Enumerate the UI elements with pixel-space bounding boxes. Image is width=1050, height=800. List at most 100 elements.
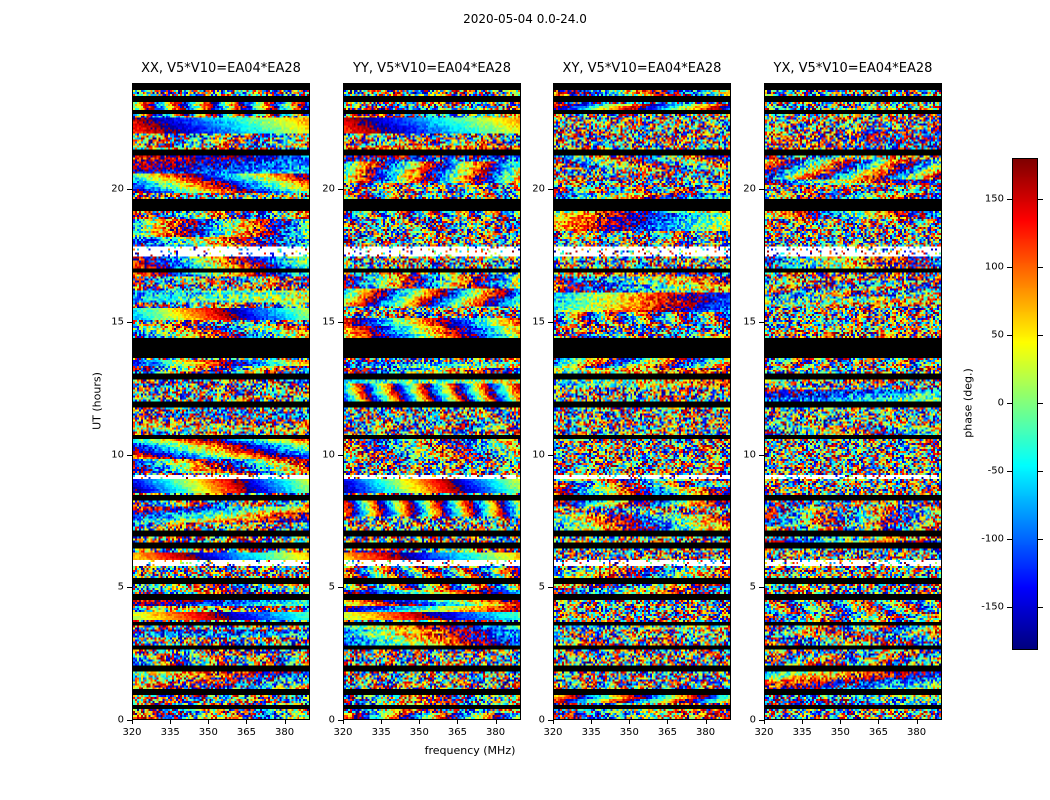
x-axis-label: frequency (MHz) [424,744,516,757]
x-tick-mark [419,720,421,724]
x-tick-label: 350 [619,727,639,738]
x-tick-label: 365 [447,727,467,738]
panel-frame-XY [553,83,731,720]
x-tick-label: 350 [198,727,218,738]
x-tick-label: 320 [333,727,353,738]
x-tick-mark [132,720,133,724]
panel-title-YY: YY, V5*V10=EA04*EA28 [353,61,511,76]
colorbar-tick-mark [1038,607,1043,609]
y-tick-label: 5 [749,581,756,593]
y-tick-label: 5 [328,581,335,593]
colorbar-tick-label: -50 [987,465,1004,477]
colorbar-tick-mark [1007,471,1012,473]
y-tick-mark [338,321,343,323]
colorbar-tick-label: -150 [981,601,1004,613]
x-tick-mark [764,720,765,724]
colorbar-tick-mark [1007,266,1012,268]
y-tick-label: 5 [538,581,545,593]
y-tick-mark [338,587,343,589]
x-tick-mark [591,720,593,724]
panel-frame-XX [132,83,310,720]
colorbar-tick-label: 100 [984,261,1004,273]
panel-title-YX: YX, V5*V10=EA04*EA28 [773,61,933,76]
x-tick-label: 320 [122,727,142,738]
x-tick-label: 380 [907,727,927,738]
x-tick-mark [246,720,248,724]
panel-XY: XY, V5*V10=EA04*EA28 320 335 350 365 380 0 5 10 1… [532,61,731,738]
y-tick-mark [548,587,553,589]
x-tick-label: 365 [868,727,888,738]
x-tick-label: 350 [830,727,850,738]
y-tick-label: 20 [111,183,124,195]
panel-YY: YY, V5*V10=EA04*EA28 320 335 350 365 380 0 5 10 1… [322,61,521,738]
x-tick-mark [629,720,631,724]
colorbar-tick-mark [1038,539,1043,541]
colorbar-tick-label: 50 [991,329,1004,341]
y-tick-label: 0 [538,714,545,726]
y-tick-label: 20 [532,183,545,195]
x-tick-mark [916,720,918,724]
colorbar-tick-label: 0 [997,397,1004,409]
colorbar-tick-mark [1038,266,1043,268]
heatmap-XY [554,84,730,719]
x-tick-label: 335 [160,727,180,738]
x-tick-mark [553,720,554,724]
y-tick-label: 0 [749,714,756,726]
x-tick-mark [495,720,497,724]
colorbar-tick-mark [1038,403,1043,404]
y-tick-mark [759,189,764,191]
x-tick-label: 380 [696,727,716,738]
x-tick-mark [208,720,210,724]
colorbar-tick-mark [1038,334,1043,336]
y-tick-label: 5 [117,581,124,593]
y-tick-mark [548,720,553,721]
panel-frame-YX [764,83,942,720]
x-tick-mark [802,720,804,724]
y-tick-mark [338,454,343,456]
x-tick-label: 365 [657,727,677,738]
x-tick-mark [457,720,459,724]
colorbar-tick-mark [1007,539,1012,541]
y-axis-label: UT (hours) [90,372,104,430]
x-tick-label: 365 [236,727,256,738]
y-tick-label: 10 [532,449,545,461]
x-tick-label: 350 [409,727,429,738]
y-tick-mark [548,454,553,456]
y-tick-mark [548,189,553,191]
y-tick-mark [127,720,132,721]
y-tick-label: 10 [111,449,124,461]
y-tick-label: 20 [322,183,335,195]
x-tick-mark [705,720,707,724]
colorbar-tick-mark [1038,471,1043,473]
x-tick-label: 320 [754,727,774,738]
colorbar-tick-mark [1007,198,1012,200]
y-tick-mark [127,587,132,589]
colorbar-tick-label: 150 [984,193,1004,205]
colorbar-tick-mark [1007,403,1012,404]
y-tick-mark [548,321,553,323]
panel-frame-YY [343,83,521,720]
y-tick-label: 10 [322,449,335,461]
panel-XX: XX, V5*V10=EA04*EA28 320 335 350 365 380 0 5 10 1… [111,61,310,738]
heatmap-YY [344,84,520,719]
x-tick-mark [667,720,669,724]
panel-YX: YX, V5*V10=EA04*EA28 320 335 350 365 380 0 5 10 1… [743,61,942,738]
colorbar-tick-label: -100 [981,533,1004,545]
y-tick-label: 10 [743,449,756,461]
colorbar-tick-mark [1038,198,1043,200]
y-tick-mark [127,321,132,323]
y-tick-mark [127,454,132,456]
x-tick-mark [381,720,383,724]
y-tick-label: 0 [328,714,335,726]
y-tick-mark [338,720,343,721]
y-tick-label: 20 [743,183,756,195]
y-tick-mark [759,454,764,456]
colorbar-tick-mark [1007,607,1012,609]
y-tick-label: 0 [117,714,124,726]
x-tick-mark [343,720,344,724]
colorbar-gradient [1013,159,1037,649]
heatmap-XX [133,84,309,719]
y-tick-mark [759,321,764,323]
figure-title: 2020-05-04 0.0-24.0 [463,12,587,26]
